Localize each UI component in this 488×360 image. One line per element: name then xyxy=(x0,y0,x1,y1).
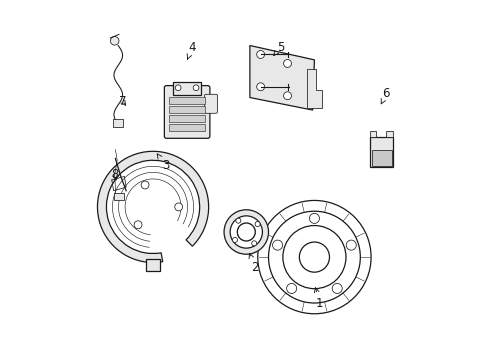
Circle shape xyxy=(224,210,268,254)
Wedge shape xyxy=(97,151,208,262)
Circle shape xyxy=(237,223,255,241)
Text: 2: 2 xyxy=(248,253,259,274)
Text: 5: 5 xyxy=(273,41,284,56)
Circle shape xyxy=(268,211,360,303)
Bar xyxy=(371,149,391,166)
Circle shape xyxy=(251,241,256,246)
Polygon shape xyxy=(369,137,392,167)
Text: 1: 1 xyxy=(314,288,323,310)
Circle shape xyxy=(286,283,296,293)
Circle shape xyxy=(230,216,262,248)
Bar xyxy=(169,107,204,113)
Circle shape xyxy=(331,283,342,293)
Circle shape xyxy=(256,50,264,58)
Bar xyxy=(386,131,392,137)
Bar xyxy=(113,193,124,200)
Bar xyxy=(112,119,123,127)
Text: 8: 8 xyxy=(111,168,118,181)
Polygon shape xyxy=(306,69,321,108)
FancyBboxPatch shape xyxy=(164,86,209,138)
Circle shape xyxy=(174,203,182,211)
Circle shape xyxy=(232,237,237,242)
Bar xyxy=(169,115,204,122)
Circle shape xyxy=(255,221,260,226)
Bar xyxy=(145,259,160,271)
Circle shape xyxy=(193,85,199,91)
Circle shape xyxy=(256,83,264,91)
Bar xyxy=(369,131,376,137)
Circle shape xyxy=(309,213,319,224)
Text: 6: 6 xyxy=(381,87,389,104)
Circle shape xyxy=(282,226,346,289)
Circle shape xyxy=(257,201,370,314)
Circle shape xyxy=(283,92,291,100)
Circle shape xyxy=(141,181,149,189)
Circle shape xyxy=(134,221,142,229)
Circle shape xyxy=(110,37,119,45)
FancyBboxPatch shape xyxy=(204,94,217,113)
Bar xyxy=(169,124,204,131)
Text: 3: 3 xyxy=(157,154,169,172)
Circle shape xyxy=(272,240,282,250)
Circle shape xyxy=(299,242,329,272)
Circle shape xyxy=(346,240,356,250)
Circle shape xyxy=(235,218,241,223)
Circle shape xyxy=(175,85,181,91)
Text: 7: 7 xyxy=(119,95,126,108)
Text: 4: 4 xyxy=(187,41,196,59)
Bar xyxy=(172,82,201,95)
Circle shape xyxy=(283,59,291,67)
Bar xyxy=(169,98,204,104)
Polygon shape xyxy=(249,45,314,110)
